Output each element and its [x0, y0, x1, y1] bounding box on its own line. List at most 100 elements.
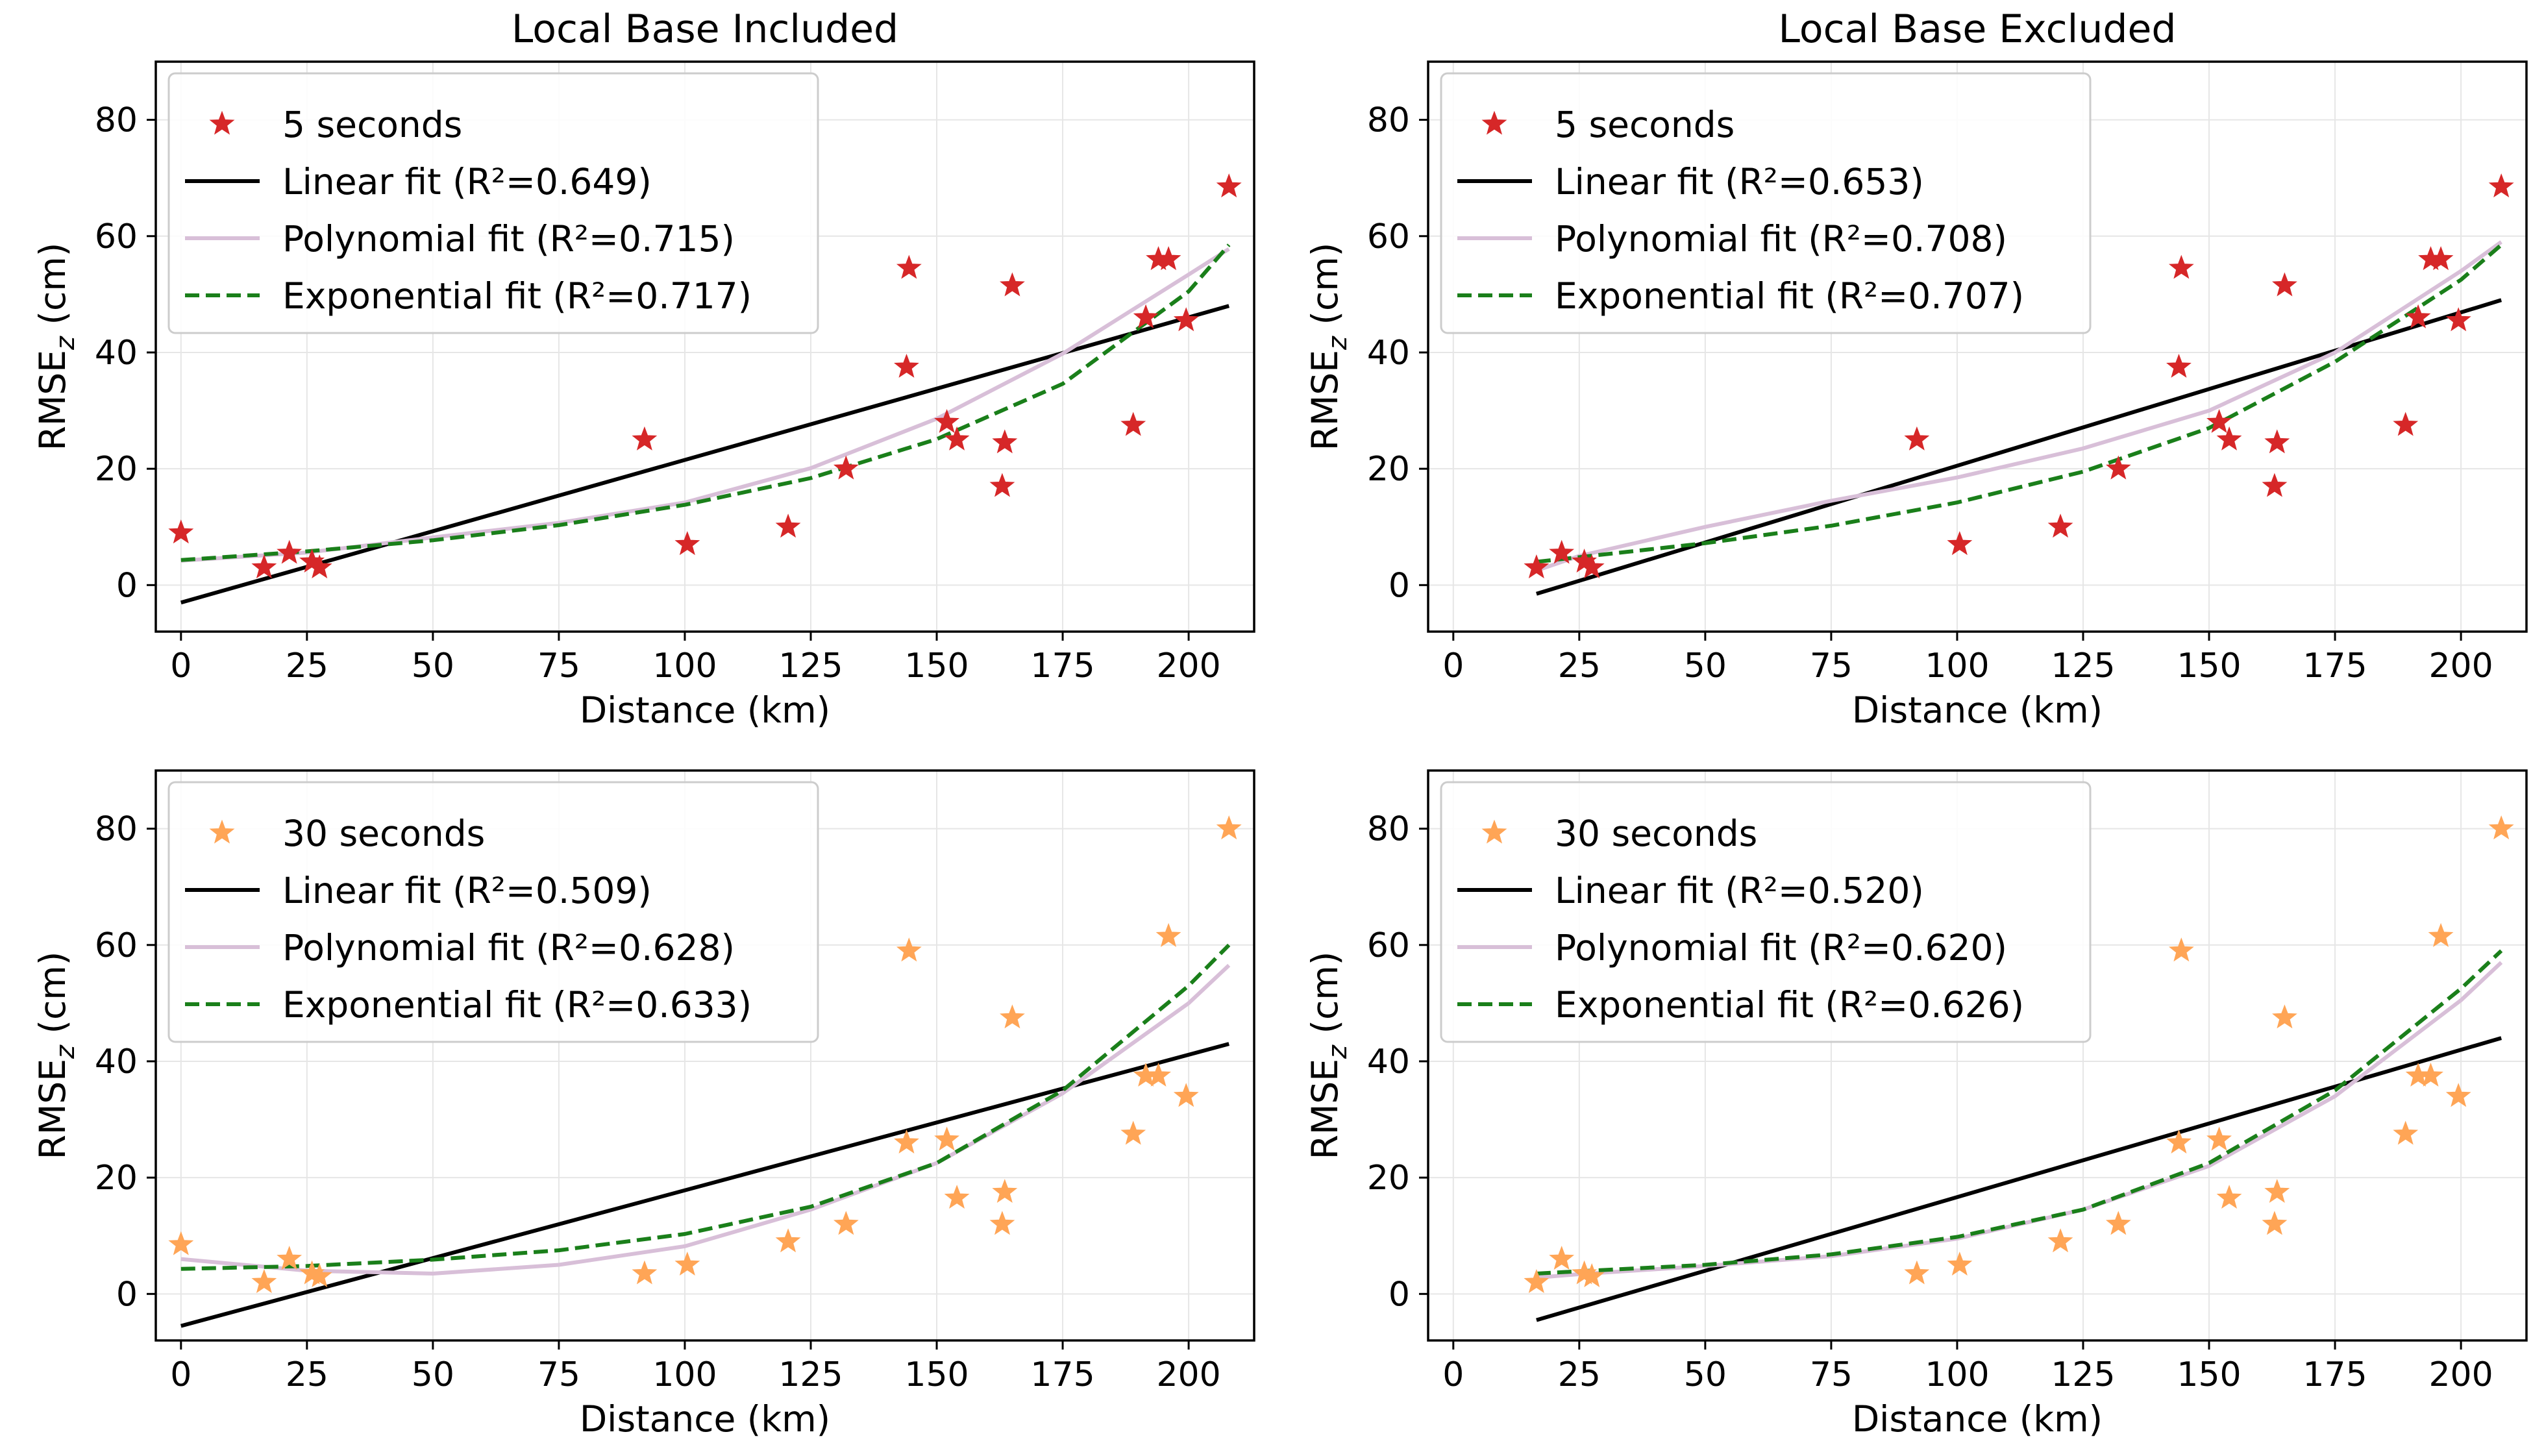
data-point-star	[2206, 409, 2232, 433]
data-point-star	[944, 426, 970, 450]
legend-label: Linear fit (R²=0.649)	[282, 161, 652, 203]
y-axis-label: RMSEz (cm)	[1304, 952, 1353, 1160]
polynomial-fit-curve	[1535, 240, 2502, 573]
y-axis-label-subscript: z	[51, 336, 80, 351]
x-axis-label: Distance (km)	[580, 689, 830, 731]
x-tick-label: 50	[412, 1355, 454, 1394]
data-point-star	[632, 1260, 658, 1285]
legend-marker-star	[209, 819, 235, 844]
data-point-star	[989, 473, 1015, 497]
x-tick-label: 75	[1810, 647, 1853, 685]
x-tick-label: 200	[1156, 1355, 1220, 1394]
data-point-star	[2272, 1004, 2297, 1029]
data-point-star	[1579, 1263, 1605, 1287]
legend-label: Exponential fit (R²=0.626)	[1555, 984, 2024, 1026]
data-point-star	[1947, 1252, 1973, 1276]
data-point-star	[251, 554, 277, 578]
exponential-fit-curve	[1536, 243, 2503, 564]
x-tick-label: 25	[286, 1355, 328, 1394]
legend: 30 seconds Linear fit (R²=0.520) Polynomia…	[1440, 781, 2092, 1043]
y-axis-label: RMSEz (cm)	[1304, 243, 1353, 451]
y-axis-label-main: RMSE	[32, 350, 73, 450]
subplot-4: 0 25 50 75 100 125 150 175 200 0 20 40 60 80 Distance …	[1304, 769, 2528, 1440]
y-axis-label-main: RMSE	[32, 1059, 73, 1159]
y-tick-label: 20	[95, 1159, 138, 1198]
data-point-star	[934, 1126, 959, 1151]
data-point-star	[2393, 412, 2419, 436]
legend: 30 seconds Linear fit (R²=0.509) Polynomia…	[167, 781, 819, 1043]
linear-fit-line	[180, 304, 1230, 605]
x-tick-label: 100	[652, 647, 717, 685]
axes-frame	[1427, 60, 2528, 633]
axes-frame	[154, 769, 1255, 1342]
data-point-star	[1524, 554, 1550, 578]
y-axis-label-subscript: z	[1323, 336, 1353, 351]
data-point-star	[2262, 473, 2288, 497]
x-tick-label: 125	[778, 1355, 843, 1394]
x-tick-label: 175	[2303, 1355, 2367, 1394]
y-tick-label: 60	[1367, 217, 1410, 256]
plot-area	[1524, 815, 2514, 1322]
y-tick-label: 20	[1367, 450, 1410, 489]
axes-frame	[1427, 769, 2528, 1342]
data-point-star	[992, 1179, 1018, 1203]
x-tick-label: 125	[778, 647, 843, 685]
data-point-star	[896, 254, 922, 279]
data-point-star	[277, 539, 303, 564]
legend-label: 30 seconds	[282, 813, 485, 854]
subplot-2: 0 25 50 75 100 125 150 175 200 0 20 40 60 80 Local Bas…	[1304, 6, 2528, 731]
data-point-star	[896, 937, 922, 962]
x-tick-label: 125	[2051, 647, 2115, 685]
data-point-star	[2418, 1062, 2443, 1087]
data-point-star	[1000, 272, 1025, 297]
data-point-star	[2445, 1083, 2471, 1107]
linear-fit-line	[180, 1042, 1229, 1328]
data-point-star	[989, 1211, 1015, 1235]
data-point-star	[2168, 254, 2194, 279]
data-point-star	[2047, 513, 2073, 538]
x-tick-label: 125	[2051, 1355, 2115, 1394]
legend-label: Exponential fit (R²=0.717)	[282, 275, 752, 317]
data-point-star	[277, 1246, 303, 1270]
y-tick-label: 0	[1389, 566, 1410, 605]
legend-label: Linear fit (R²=0.653)	[1555, 161, 1924, 203]
y-tick-label: 60	[95, 926, 138, 965]
exponential-fit-curve	[180, 943, 1231, 1271]
data-point-star	[1904, 1260, 1930, 1285]
data-point-star	[1120, 412, 1146, 436]
data-point-star	[1549, 1246, 1575, 1270]
y-tick-label: 0	[116, 1275, 138, 1314]
x-tick-label: 100	[1925, 1355, 1989, 1394]
data-point-star	[2262, 1211, 2288, 1235]
legend-label: Polynomial fit (R²=0.620)	[1555, 927, 2007, 969]
y-axis-label-main: RMSE	[1304, 350, 1346, 450]
legend-label: Linear fit (R²=0.509)	[282, 870, 652, 911]
y-tick-label: 40	[1367, 334, 1410, 373]
x-tick-label: 50	[1684, 647, 1727, 685]
x-tick-label: 175	[2303, 647, 2367, 685]
subplot-1: 0 25 50 75 100 125 150 175 200 0 20 40 60 80 Local Bas…	[32, 6, 1255, 731]
x-tick-label: 25	[1558, 647, 1601, 685]
data-point-star	[833, 1211, 859, 1235]
data-point-star	[306, 1263, 332, 1287]
data-point-star	[2166, 353, 2192, 378]
x-axis-label: Distance (km)	[1852, 689, 2103, 731]
x-tick-label: 0	[1442, 1355, 1464, 1394]
y-tick-label: 20	[1367, 1159, 1410, 1198]
data-point-star	[2488, 815, 2514, 840]
data-point-star	[1579, 554, 1605, 578]
y-tick-label: 20	[95, 450, 138, 489]
x-tick-label: 100	[1925, 647, 1989, 685]
data-point-star	[2488, 173, 2514, 198]
y-axis-label-subscript: z	[51, 1044, 80, 1059]
x-tick-label: 0	[170, 1355, 191, 1394]
legend-label: 5 seconds	[282, 104, 462, 145]
legend-label: Polynomial fit (R²=0.628)	[282, 927, 735, 969]
y-axis-label-unit: (cm)	[1304, 243, 1346, 336]
x-tick-label: 25	[286, 647, 328, 685]
plot-area	[1524, 173, 2514, 596]
axes-frame	[154, 60, 1255, 633]
data-point-star	[168, 1231, 194, 1255]
x-tick-label: 150	[2177, 647, 2241, 685]
x-tick-label: 200	[2428, 647, 2493, 685]
